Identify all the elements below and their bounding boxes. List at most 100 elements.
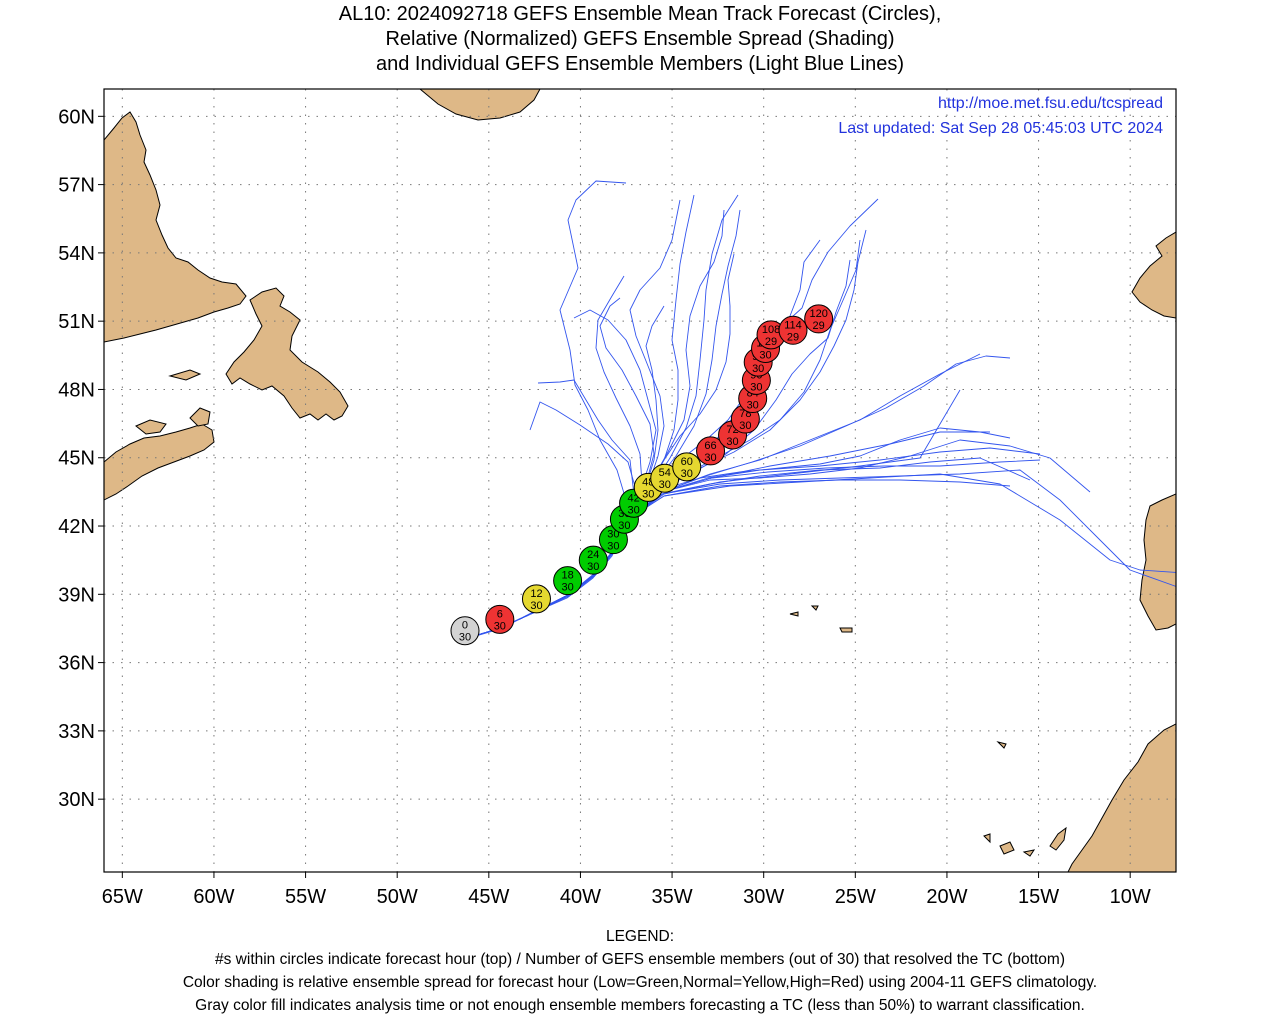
lat-label: 30N (58, 789, 95, 811)
forecast-hour-label: 114 (784, 319, 802, 331)
member-count-label: 30 (750, 381, 762, 393)
longitude-labels: 65W 60W 55W 50W 45W 40W 35W 30W 25W 20W 15W 10W (102, 872, 1151, 908)
member-track (461, 198, 879, 641)
title-line-3: and Individual GEFS Ensemble Members (Li… (375, 53, 905, 75)
land-pei (135, 419, 167, 435)
chart-title: AL10: 2024092718 GEFS Ensemble Mean Trac… (0, 2, 1280, 77)
member-track (461, 253, 735, 641)
member-count-label: 30 (642, 488, 654, 500)
title-line-1: AL10: 2024092718 GEFS Ensemble Mean Trac… (338, 3, 942, 25)
legend-line-3: Gray color fill indicates analysis time … (195, 997, 1085, 1014)
source-url: http://moe.met.fsu.edu/tcspread (938, 95, 1163, 112)
lat-label: 57N (58, 175, 95, 197)
land-canary-islands (983, 826, 1067, 857)
title-line-2: Relative (Normalized) GEFS Ensemble Spre… (385, 28, 895, 50)
member-count-label: 29 (787, 331, 799, 343)
land-labrador (104, 111, 247, 343)
member-track (461, 469, 1176, 641)
lon-label: 30W (743, 886, 784, 908)
lon-label: 65W (102, 886, 143, 908)
track-circle (553, 566, 583, 596)
member-count-label: 30 (726, 436, 738, 448)
forecast-hour-label: 120 (809, 308, 827, 320)
land-africa (1067, 723, 1176, 872)
member-count-label: 30 (659, 479, 671, 491)
lon-label: 40W (560, 886, 601, 908)
forecast-hour-label: 60 (681, 456, 693, 468)
forecast-hour-label: 66 (704, 440, 716, 452)
member-count-label: 30 (752, 363, 764, 375)
member-count-label: 30 (627, 504, 639, 516)
member-track (461, 239, 821, 641)
member-count-label: 29 (765, 336, 777, 348)
member-count-label: 30 (587, 561, 599, 573)
member-count-label: 29 (813, 320, 825, 332)
plot-frame (103, 88, 1177, 873)
member-count-label: 30 (759, 349, 771, 361)
lat-label: 48N (58, 379, 95, 401)
member-track (461, 473, 1176, 641)
land-anticosti (168, 369, 202, 381)
member-count-label: 30 (459, 632, 471, 644)
lat-label: 54N (58, 243, 95, 265)
lon-label: 45W (468, 886, 509, 908)
land-madeira (996, 741, 1007, 749)
lat-label: 60N (58, 106, 95, 128)
last-updated: Last updated: Sat Sep 28 05:45:03 UTC 20… (838, 120, 1163, 137)
land-masses (104, 89, 1176, 872)
land-greenland (419, 89, 541, 121)
land-ireland (1131, 231, 1176, 319)
legend-line-1: #s within circles indicate forecast hour… (215, 951, 1065, 968)
member-count-label: 30 (704, 452, 716, 464)
lon-label: 60W (193, 886, 234, 908)
land-cape-breton (189, 407, 211, 427)
member-count-label: 30 (618, 520, 630, 532)
member-track (461, 479, 1011, 641)
mean-track-circles: 0306301230183024303030363042304830543060… (450, 304, 834, 646)
legend-line-2: Color shading is relative ensemble sprea… (182, 974, 1098, 991)
forecast-hour-label: 12 (530, 588, 542, 600)
lat-label: 39N (58, 584, 95, 606)
member-count-label: 30 (607, 541, 619, 553)
member-track (461, 459, 1041, 641)
lon-label: 15W (1018, 886, 1059, 908)
forecast-hour-label: 54 (659, 467, 671, 479)
land-azores (789, 605, 853, 633)
track-circle (696, 436, 726, 466)
lon-label: 55W (285, 886, 326, 908)
forecast-hour-label: 30 (607, 529, 619, 541)
legend-heading: LEGEND: (605, 928, 675, 945)
member-track (461, 180, 627, 641)
mean-track-point: 630 (485, 604, 515, 634)
member-track (461, 229, 867, 641)
latitude-labels: 60N 57N 54N 51N 48N 45N 42N 39N 36N 33N 30N (58, 106, 104, 811)
lat-label: 36N (58, 653, 95, 675)
track-circle (778, 315, 808, 345)
track-circle (578, 545, 608, 575)
member-track (461, 439, 1091, 641)
forecast-hour-label: 18 (561, 570, 573, 582)
mean-track-point: 030 (450, 616, 480, 646)
member-count-label: 30 (747, 400, 759, 412)
lat-label: 42N (58, 516, 95, 538)
forecast-hour-label: 6 (497, 608, 503, 620)
member-count-label: 30 (561, 582, 573, 594)
forecast-hour-label: 0 (462, 620, 468, 632)
lon-label: 25W (835, 886, 876, 908)
legend: LEGEND: #s within circles indicate forec… (0, 925, 1280, 1017)
land-iberia (1139, 493, 1176, 631)
lat-label: 33N (58, 721, 95, 743)
land-newfoundland (225, 287, 349, 421)
track-circle (804, 304, 834, 334)
member-count-label: 30 (494, 620, 506, 632)
track-circle (485, 604, 515, 634)
